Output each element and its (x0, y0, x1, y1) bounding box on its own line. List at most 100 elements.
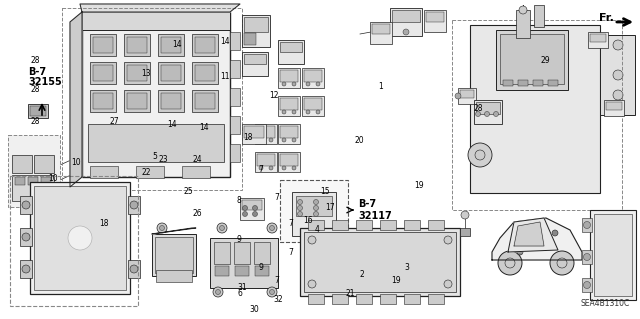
Text: 14: 14 (220, 37, 230, 46)
Bar (82, 12, 230, 30)
Circle shape (282, 138, 286, 142)
Circle shape (314, 211, 319, 217)
Polygon shape (508, 218, 558, 252)
Text: 31: 31 (237, 283, 247, 292)
Bar (257, 154, 275, 166)
Bar (12, 175, 54, 201)
Text: 17: 17 (324, 203, 335, 212)
Bar (428, 294, 444, 304)
Bar (88, 124, 224, 162)
Bar (34, 186, 126, 290)
Bar (280, 42, 302, 52)
Bar (548, 80, 558, 86)
Bar (136, 166, 164, 178)
Bar (210, 238, 278, 288)
Bar (255, 124, 277, 144)
Circle shape (314, 205, 319, 211)
Bar (90, 90, 116, 112)
Bar (534, 5, 544, 27)
Circle shape (22, 265, 30, 273)
Circle shape (259, 138, 263, 142)
Circle shape (298, 211, 303, 217)
Bar (458, 88, 476, 104)
Bar (518, 80, 528, 86)
Text: B-7
32117: B-7 32117 (358, 199, 392, 221)
Bar (278, 96, 300, 116)
Bar (195, 93, 215, 109)
Circle shape (444, 236, 452, 244)
Bar (255, 266, 269, 276)
Circle shape (517, 249, 523, 255)
Bar (195, 37, 215, 53)
Circle shape (216, 290, 221, 294)
Bar (533, 80, 543, 86)
Circle shape (550, 251, 574, 275)
Bar (230, 32, 240, 50)
Bar (127, 37, 147, 53)
Text: 7: 7 (289, 248, 294, 256)
Text: 9: 9 (259, 263, 264, 272)
Circle shape (282, 166, 286, 170)
Bar (234, 242, 250, 264)
Circle shape (298, 199, 303, 204)
Circle shape (292, 166, 296, 170)
Bar (356, 294, 372, 304)
Text: 30: 30 (250, 305, 260, 314)
Bar (192, 62, 218, 84)
Bar (124, 34, 150, 56)
Bar (242, 52, 268, 76)
Bar (503, 80, 513, 86)
Bar (235, 266, 249, 276)
Circle shape (298, 205, 303, 211)
Circle shape (306, 82, 310, 86)
Circle shape (130, 201, 138, 209)
Bar (214, 242, 230, 264)
Circle shape (22, 233, 30, 241)
Circle shape (584, 281, 591, 288)
Bar (582, 250, 592, 264)
Bar (278, 152, 300, 172)
Circle shape (269, 166, 273, 170)
Circle shape (613, 40, 623, 50)
Bar (516, 10, 530, 38)
Text: 6: 6 (237, 289, 243, 298)
Circle shape (613, 90, 623, 100)
Bar (182, 166, 210, 178)
Circle shape (461, 211, 469, 219)
Bar (372, 24, 390, 34)
Bar (296, 196, 332, 216)
Bar (280, 98, 298, 110)
Text: 29: 29 (540, 56, 550, 65)
Bar (356, 220, 372, 230)
Bar (215, 266, 229, 276)
Circle shape (253, 211, 257, 217)
Bar (192, 34, 218, 56)
Circle shape (455, 93, 461, 99)
Bar (304, 98, 322, 110)
Circle shape (498, 251, 522, 275)
Text: 23: 23 (158, 155, 168, 164)
Text: 21: 21 (346, 289, 355, 298)
Bar (604, 100, 624, 116)
Bar (161, 37, 181, 53)
Bar (20, 260, 32, 278)
Circle shape (292, 138, 296, 142)
Bar (404, 220, 420, 230)
Bar (308, 294, 324, 304)
Bar (82, 12, 230, 177)
Bar (304, 232, 456, 292)
Bar (392, 10, 420, 22)
Circle shape (613, 70, 623, 80)
Circle shape (282, 110, 286, 114)
Bar (594, 214, 632, 296)
Text: 10: 10 (70, 158, 81, 167)
Bar (124, 62, 150, 84)
Text: 5: 5 (152, 152, 157, 161)
Circle shape (519, 6, 527, 14)
Bar (15, 177, 25, 185)
Bar (242, 15, 270, 47)
Circle shape (468, 143, 492, 167)
Bar (470, 25, 600, 193)
Polygon shape (80, 4, 240, 12)
Bar (244, 33, 256, 45)
